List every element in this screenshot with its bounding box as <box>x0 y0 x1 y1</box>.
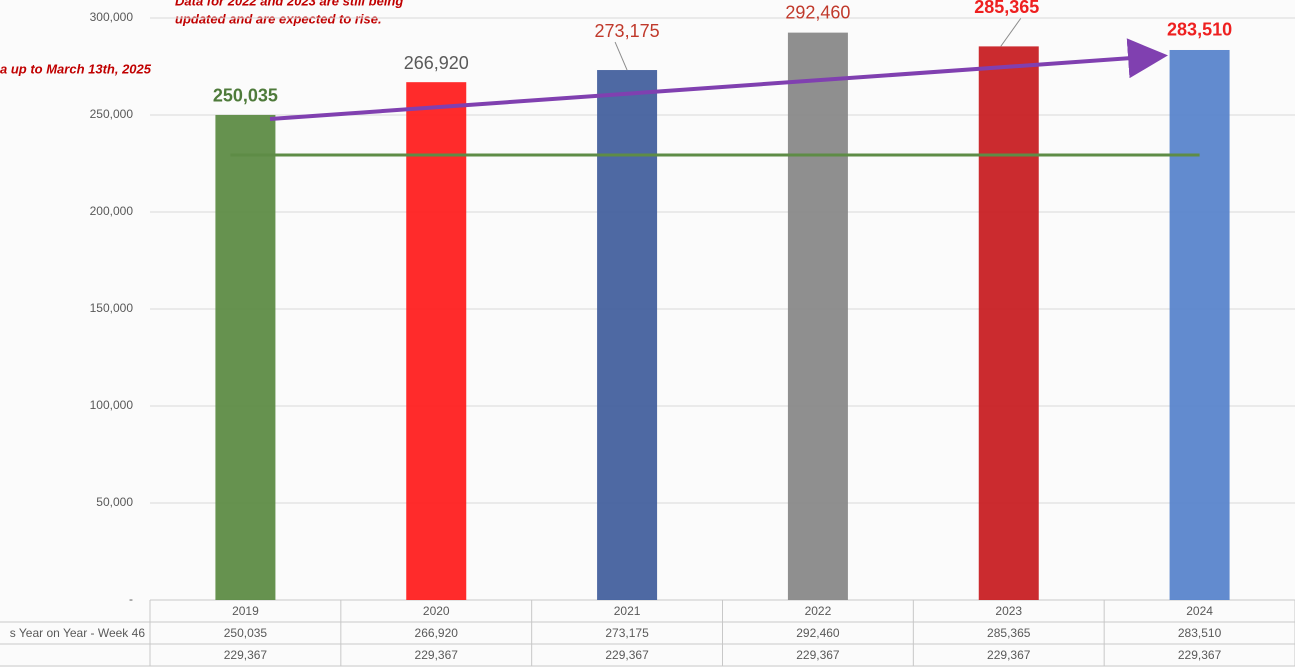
x-tick-label: 2023 <box>995 604 1022 618</box>
y-tick-label: 300,000 <box>90 10 134 24</box>
annotation: updated and are expected to rise. <box>175 11 382 26</box>
value-label: 285,365 <box>974 0 1039 17</box>
table-cell: 229,367 <box>987 648 1031 662</box>
y-tick-label: 250,000 <box>90 107 134 121</box>
value-label: 273,175 <box>595 21 660 41</box>
leader-line <box>1000 18 1022 47</box>
table-cell: 229,367 <box>796 648 840 662</box>
x-tick-label: 2024 <box>1186 604 1213 618</box>
table-cell: 292,460 <box>796 626 840 640</box>
y-tick-label: - <box>129 592 133 606</box>
bar <box>597 70 658 600</box>
bar <box>215 114 276 600</box>
table-row-label: s Year on Year - Week 46 <box>10 626 146 640</box>
x-tick-label: 2019 <box>232 604 259 618</box>
bar <box>978 46 1039 600</box>
bar <box>1169 49 1230 600</box>
bar <box>406 82 467 601</box>
value-label: 292,460 <box>785 2 850 22</box>
trend-arrow <box>269 38 1168 121</box>
table-cell: 229,367 <box>605 648 649 662</box>
annotation: Data for 2022 and 2023 are still being <box>175 0 403 8</box>
table-cell: 283,510 <box>1178 626 1222 640</box>
y-tick-label: 50,000 <box>96 495 133 509</box>
table-cell: 266,920 <box>415 626 459 640</box>
y-tick-label: 200,000 <box>90 204 134 218</box>
table-cell: 250,035 <box>224 626 268 640</box>
value-label: 266,920 <box>404 53 469 73</box>
y-tick-label: 100,000 <box>90 398 134 412</box>
annotation: a up to March 13th, 2025 <box>0 61 152 76</box>
table-cell: 285,365 <box>987 626 1031 640</box>
table-cell: 229,367 <box>1178 648 1222 662</box>
x-tick-label: 2022 <box>805 604 832 618</box>
table-cell: 229,367 <box>415 648 459 662</box>
value-label: 283,510 <box>1167 20 1232 40</box>
x-tick-label: 2020 <box>423 604 450 618</box>
table-cell: 229,367 <box>224 648 268 662</box>
table-cell: 273,175 <box>605 626 649 640</box>
leader-line <box>614 41 628 71</box>
bar <box>787 32 848 600</box>
x-tick-label: 2021 <box>614 604 641 618</box>
value-label: 250,035 <box>213 86 278 106</box>
y-tick-label: 150,000 <box>90 301 134 315</box>
